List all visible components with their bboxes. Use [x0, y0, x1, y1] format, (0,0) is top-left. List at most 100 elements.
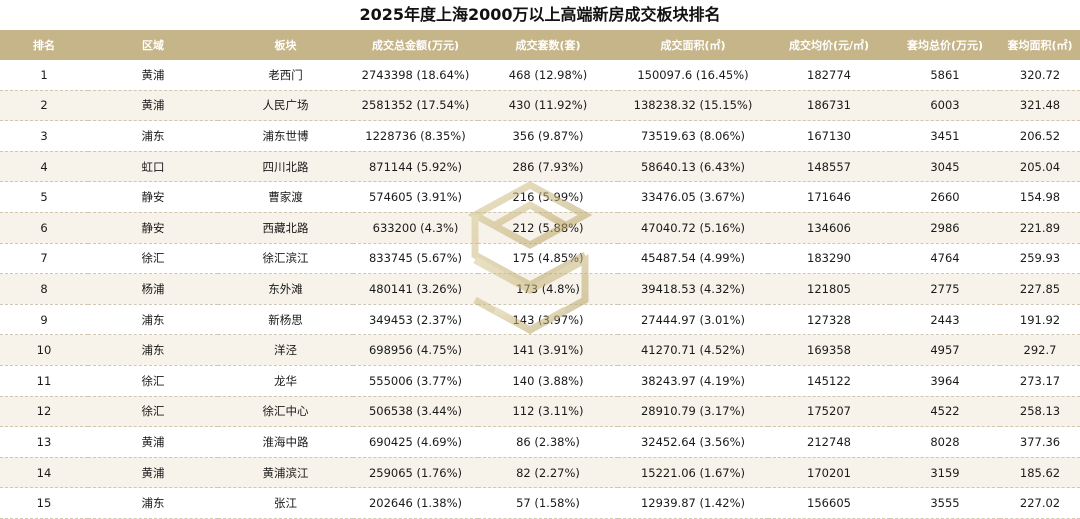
table-cell: 7 — [0, 243, 88, 275]
table-cell: 833745 (5.67%) — [353, 243, 478, 275]
table-cell: 27444.97 (3.01%) — [618, 304, 768, 336]
table-cell: 212748 — [768, 426, 890, 458]
table-row: 6 静安 西藏北路 633200 (4.3%) 212 (5.88%) 47040.72 … — [0, 212, 1080, 244]
table-row: 8 杨浦 东外滩 480141 (3.26%) 173 (4.8%) 39418.53 (… — [0, 273, 1080, 305]
table-cell: 47040.72 (5.16%) — [618, 212, 768, 244]
table-cell: 15221.06 (1.67%) — [618, 457, 768, 489]
table-cell: 3 — [0, 120, 88, 152]
table-cell: 506538 (3.44%) — [353, 396, 478, 428]
table-cell: 浦东 — [88, 120, 218, 152]
table-cell: 4 — [0, 151, 88, 183]
table-cell: 259.93 — [1000, 243, 1080, 275]
table-row: 5 静安 曹家渡 574605 (3.91%) 216 (5.99%) 33476.05 … — [0, 181, 1080, 213]
table-cell: 龙华 — [218, 365, 353, 397]
table-cell: 浦东 — [88, 304, 218, 336]
table-cell: 虹口 — [88, 151, 218, 183]
table-cell: 205.04 — [1000, 151, 1080, 183]
table-cell: 1 — [0, 60, 88, 91]
table-cell: 555006 (3.77%) — [353, 365, 478, 397]
table-cell: 3159 — [890, 457, 1000, 489]
table-cell: 430 (11.92%) — [478, 90, 618, 122]
table-cell: 286 (7.93%) — [478, 151, 618, 183]
table-cell: 13 — [0, 426, 88, 458]
table-cell: 356 (9.87%) — [478, 120, 618, 152]
table-cell: 静安 — [88, 212, 218, 244]
column-header: 区域 — [88, 30, 218, 60]
table-cell: 145122 — [768, 365, 890, 397]
table-cell: 143 (3.97%) — [478, 304, 618, 336]
column-header: 成交套数(套) — [478, 30, 618, 60]
table-cell: 480141 (3.26%) — [353, 273, 478, 305]
table-cell: 148557 — [768, 151, 890, 183]
table-cell: 28910.79 (3.17%) — [618, 396, 768, 428]
table-row: 14 黄浦 黄浦滨江 259065 (1.76%) 82 (2.27%) 15221.06… — [0, 457, 1080, 489]
column-header: 成交均价(元/㎡) — [768, 30, 890, 60]
table-cell: 8 — [0, 273, 88, 305]
table-cell: 黄浦 — [88, 90, 218, 122]
table-cell: 3451 — [890, 120, 1000, 152]
table-cell: 206.52 — [1000, 120, 1080, 152]
table-cell: 东外滩 — [218, 273, 353, 305]
table-header-row: 排名 区域 板块 成交总金额(万元) 成交套数(套) 成交面积(㎡) 成交均价(元/㎡) 套均… — [0, 30, 1080, 60]
table-cell: 127328 — [768, 304, 890, 336]
table-cell: 2443 — [890, 304, 1000, 336]
table-cell: 人民广场 — [218, 90, 353, 122]
table-cell: 191.92 — [1000, 304, 1080, 336]
table-cell: 321.48 — [1000, 90, 1080, 122]
table-cell: 4764 — [890, 243, 1000, 275]
table-cell: 82 (2.27%) — [478, 457, 618, 489]
table-cell: 5 — [0, 181, 88, 213]
table-cell: 黄浦 — [88, 60, 218, 91]
table-cell: 浦东世博 — [218, 120, 353, 152]
table-cell: 186731 — [768, 90, 890, 122]
table-row: 9 浦东 新杨思 349453 (2.37%) 143 (3.97%) 27444.97 … — [0, 304, 1080, 336]
table-cell: 2775 — [890, 273, 1000, 305]
table-cell: 212 (5.88%) — [478, 212, 618, 244]
table-cell: 4957 — [890, 334, 1000, 366]
table-cell: 3964 — [890, 365, 1000, 397]
table-cell: 11 — [0, 365, 88, 397]
table-cell: 徐汇 — [88, 396, 218, 428]
table-cell: 349453 (2.37%) — [353, 304, 478, 336]
table-row: 4 虹口 四川北路 871144 (5.92%) 286 (7.93%) 58640.13… — [0, 151, 1080, 183]
table-cell: 老西门 — [218, 60, 353, 91]
table-row: 11 徐汇 龙华 555006 (3.77%) 140 (3.88%) 38243.97 … — [0, 365, 1080, 397]
table-cell: 12 — [0, 396, 88, 428]
table-cell: 320.72 — [1000, 60, 1080, 91]
chart-title: 2025年度上海2000万以上高端新房成交板块排名 — [359, 5, 721, 24]
table-cell: 468 (12.98%) — [478, 60, 618, 91]
table-row: 10 浦东 洋泾 698956 (4.75%) 141 (3.91%) 41270.71 … — [0, 334, 1080, 366]
table-cell: 377.36 — [1000, 426, 1080, 458]
table-cell: 871144 (5.92%) — [353, 151, 478, 183]
table-cell: 221.89 — [1000, 212, 1080, 244]
table-cell: 170201 — [768, 457, 890, 489]
column-header: 板块 — [218, 30, 353, 60]
table-cell: 6 — [0, 212, 88, 244]
table-cell: 曹家渡 — [218, 181, 353, 213]
table-cell: 138238.32 (15.15%) — [618, 90, 768, 122]
table-cell: 134606 — [768, 212, 890, 244]
table-cell: 258.13 — [1000, 396, 1080, 428]
table-cell: 154.98 — [1000, 181, 1080, 213]
ranking-table: 排名 区域 板块 成交总金额(万元) 成交套数(套) 成交面积(㎡) 成交均价(元/㎡) 套均… — [0, 30, 1080, 519]
table-cell: 169358 — [768, 334, 890, 366]
table-row: 2 黄浦 人民广场 2581352 (17.54%) 430 (11.92%) 13823… — [0, 90, 1080, 122]
table-cell: 140 (3.88%) — [478, 365, 618, 397]
table-cell: 633200 (4.3%) — [353, 212, 478, 244]
table-cell: 2581352 (17.54%) — [353, 90, 478, 122]
table-cell: 292.7 — [1000, 334, 1080, 366]
table-cell: 33476.05 (3.67%) — [618, 181, 768, 213]
table-cell: 273.17 — [1000, 365, 1080, 397]
table-cell: 1228736 (8.35%) — [353, 120, 478, 152]
table-cell: 690425 (4.69%) — [353, 426, 478, 458]
table-row: 1 黄浦 老西门 2743398 (18.64%) 468 (12.98%) 150097… — [0, 60, 1080, 91]
table-cell: 洋泾 — [218, 334, 353, 366]
table-cell: 徐汇滨江 — [218, 243, 353, 275]
table-cell: 259065 (1.76%) — [353, 457, 478, 489]
table-cell: 182774 — [768, 60, 890, 91]
table-cell: 杨浦 — [88, 273, 218, 305]
table-cell: 38243.97 (4.19%) — [618, 365, 768, 397]
table-cell: 216 (5.99%) — [478, 181, 618, 213]
table-cell: 175 (4.85%) — [478, 243, 618, 275]
table-cell: 121805 — [768, 273, 890, 305]
